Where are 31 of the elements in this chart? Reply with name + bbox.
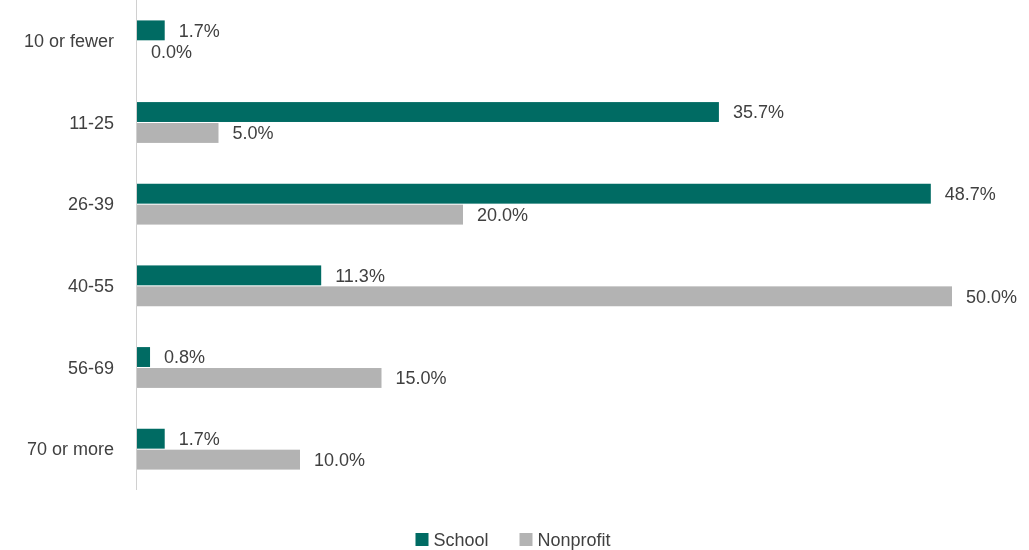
y-tick-label: 40-55 (67, 276, 114, 297)
data-label: 48.7% (944, 184, 996, 204)
data-label: 20.0% (477, 204, 529, 225)
y-tick-label: 56-69 (67, 357, 114, 378)
y-tick-label: 26-39 (67, 194, 114, 215)
bar (137, 286, 952, 307)
data-label: 15.0% (395, 368, 447, 389)
bar (137, 204, 463, 225)
data-label: 1.7% (178, 429, 220, 449)
bar (137, 265, 322, 286)
data-label: 11.3% (335, 265, 385, 286)
bar (137, 123, 219, 143)
y-tick-label: 70 or more (26, 439, 114, 460)
y-tick-label: 11-25 (69, 112, 114, 133)
bar (137, 20, 165, 41)
y-tick-label: 10 or fewer (23, 31, 114, 52)
bar (137, 102, 719, 122)
bar (137, 183, 931, 204)
data-label: 10.0% (314, 449, 366, 470)
bar (137, 428, 165, 449)
data-label: 5.0% (232, 123, 274, 144)
bar (137, 347, 151, 367)
legend-label: Nonprofit (537, 530, 611, 550)
data-label: 0.0% (151, 41, 193, 62)
data-label: 1.7% (178, 20, 220, 41)
data-label: 35.7% (732, 102, 784, 123)
data-label: 0.8% (164, 347, 206, 368)
bar (137, 368, 382, 388)
bar (137, 449, 300, 470)
legend-label: School (433, 530, 489, 550)
data-label: 50.0% (966, 286, 1018, 307)
